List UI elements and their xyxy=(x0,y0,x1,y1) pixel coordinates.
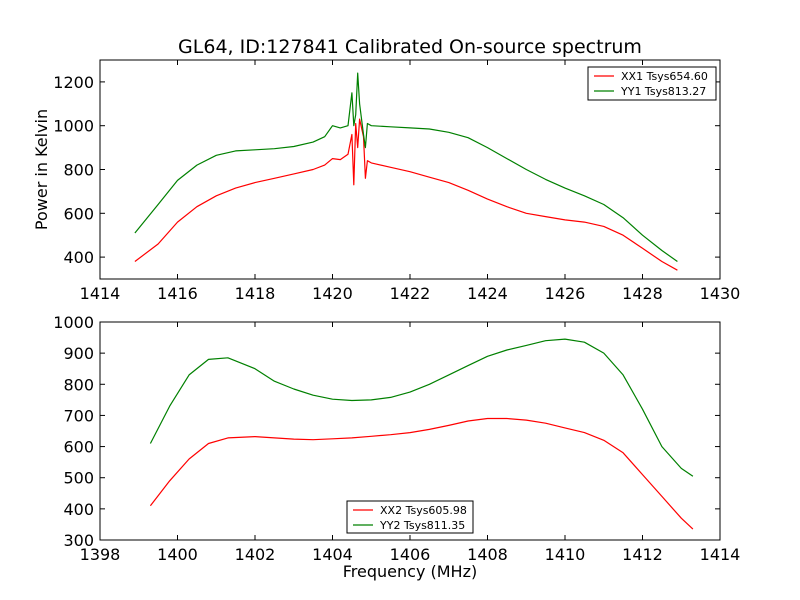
x-tick-label: 1398 xyxy=(80,545,121,564)
series-line-2-1 xyxy=(149,417,694,530)
y-tick-label: 700 xyxy=(63,406,94,425)
series-line-2-2 xyxy=(149,338,694,477)
y-tick-label: 1000 xyxy=(53,313,94,332)
y-tick-label: 800 xyxy=(63,161,94,180)
x-axis-label: Frequency (MHz) xyxy=(343,562,477,581)
x-tick-label: 1418 xyxy=(235,284,276,303)
x-tick-label: 1408 xyxy=(467,545,508,564)
series-line-1-1 xyxy=(134,118,678,271)
x-tick-label: 1414 xyxy=(700,545,741,564)
x-tick-label: 1424 xyxy=(467,284,508,303)
x-tick-label: 1400 xyxy=(157,545,198,564)
x-tick-label: 1420 xyxy=(312,284,353,303)
x-tick-label: 1414 xyxy=(80,284,121,303)
y-tick-label: 800 xyxy=(63,375,94,394)
x-tick-label: 1406 xyxy=(390,545,431,564)
x-tick-label: 1426 xyxy=(545,284,586,303)
chart-panel-1: 1414 1416 1418 1420 1422 1424 1426 1428 1430 400 6… xyxy=(32,36,740,303)
legend-box xyxy=(587,66,717,101)
legend-label: YY1 Tsys813.27 xyxy=(620,85,706,98)
x-tick-label: 1416 xyxy=(157,284,198,303)
x-tick-label: 1428 xyxy=(622,284,663,303)
x-tick-label: 1430 xyxy=(700,284,741,303)
legend-label: XX1 Tsys654.60 xyxy=(621,70,708,83)
y-tick-label: 1000 xyxy=(53,117,94,136)
y-tick-label: 1200 xyxy=(53,73,94,92)
x-tick-label: 1402 xyxy=(235,545,276,564)
chart-panel-2: 1398 1400 1402 1404 1406 1408 1410 1412 1414 300 4… xyxy=(53,313,740,581)
legend: XX1 Tsys654.60 YY1 Tsys813.27 xyxy=(587,66,717,101)
y-tick-label: 300 xyxy=(63,531,94,550)
x-tick-label: 1422 xyxy=(390,284,431,303)
series-line-1-2 xyxy=(134,72,678,262)
x-tick-label: 1410 xyxy=(545,545,586,564)
legend-label: XX2 Tsys605.98 xyxy=(380,504,467,517)
x-tick-label: 1412 xyxy=(622,545,663,564)
y-tick-label: 600 xyxy=(63,438,94,457)
legend-box xyxy=(346,500,474,534)
x-tick-label: 1404 xyxy=(312,545,353,564)
chart-title: GL64, ID:127841 Calibrated On-source spe… xyxy=(178,36,642,58)
y-tick-label: 900 xyxy=(63,344,94,363)
y-tick-label: 600 xyxy=(63,204,94,223)
legend-label: YY2 Tsys811.35 xyxy=(379,519,465,532)
y-axis-label: Power in Kelvin xyxy=(32,109,51,230)
y-tick-label: 400 xyxy=(63,500,94,519)
y-tick-label: 500 xyxy=(63,469,94,488)
y-tick-label: 400 xyxy=(63,248,94,267)
legend: XX2 Tsys605.98 YY2 Tsys811.35 xyxy=(346,500,474,534)
